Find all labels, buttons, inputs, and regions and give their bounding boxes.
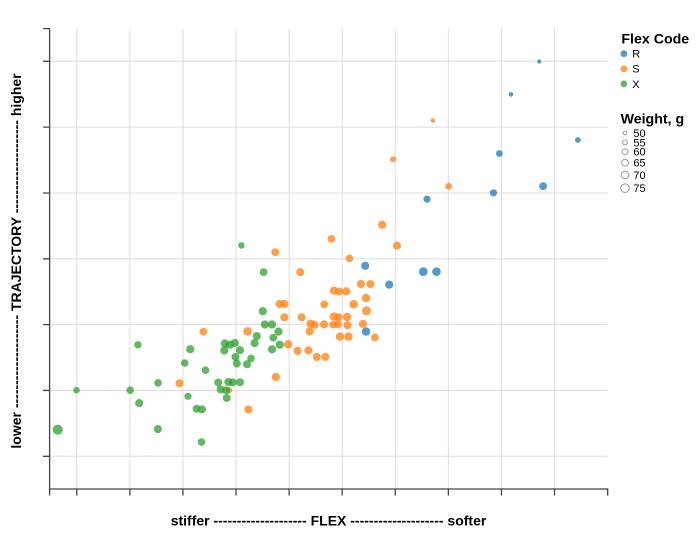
svg-text:60: 60: [633, 147, 645, 159]
svg-text:R: R: [632, 49, 640, 61]
svg-text:lower -------------------- TRA: lower -------------------- TRAJECTORY --…: [8, 73, 24, 449]
svg-text:70: 70: [633, 170, 645, 182]
svg-text:75: 75: [633, 183, 645, 195]
svg-text:stiffer -------------------- F: stiffer -------------------- FLEX ------…: [171, 512, 487, 528]
svg-text:50: 50: [633, 128, 645, 140]
svg-text:Weight, g: Weight, g: [621, 112, 685, 128]
svg-text:Flex Code: Flex Code: [621, 32, 689, 48]
svg-text:65: 65: [633, 158, 645, 170]
svg-text:S: S: [632, 64, 639, 76]
svg-text:X: X: [632, 79, 640, 91]
svg-text:55: 55: [633, 137, 645, 149]
